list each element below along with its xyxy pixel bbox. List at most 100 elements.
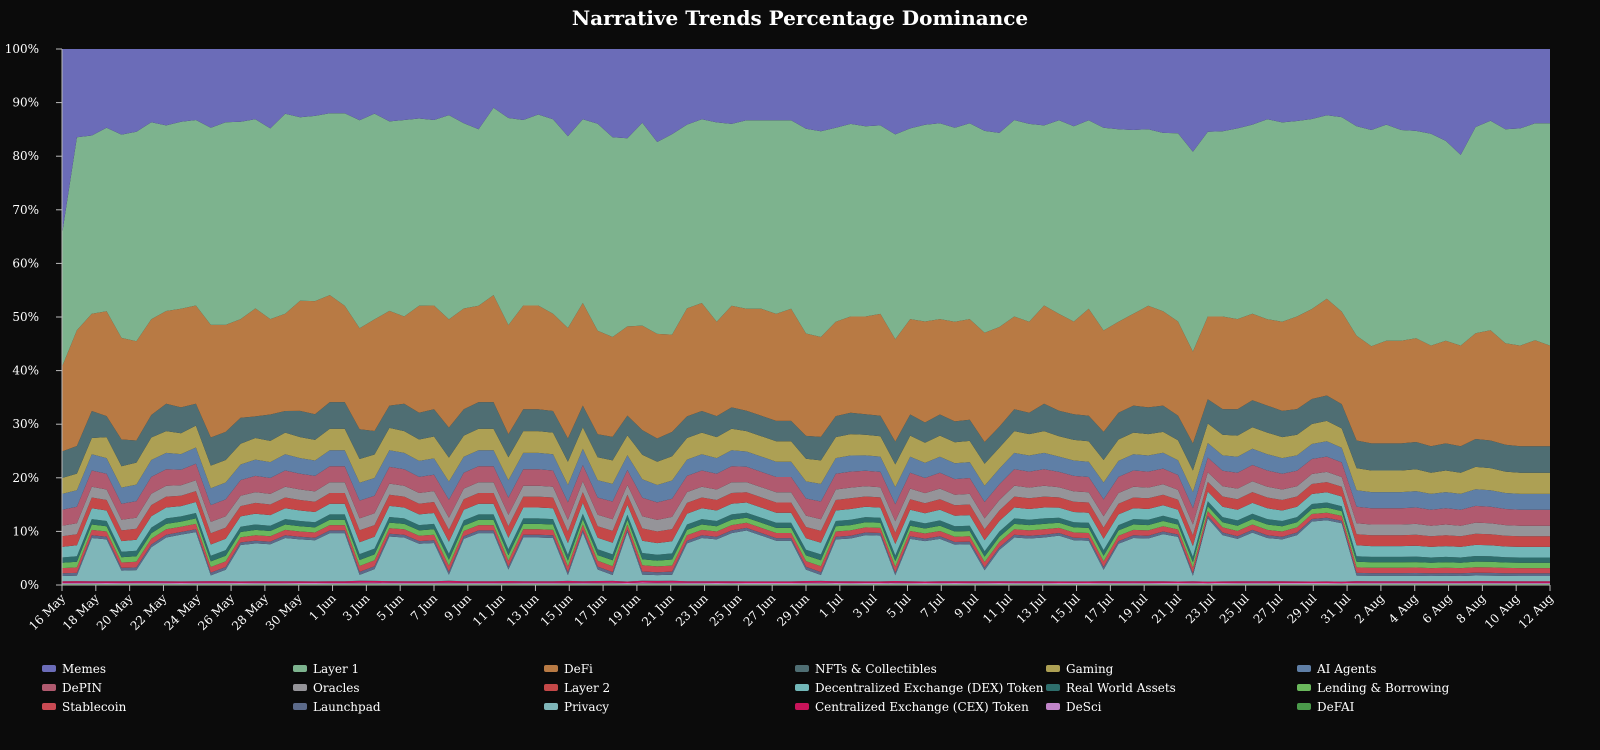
area-privacy xyxy=(62,518,1550,582)
x-tick-label: 15 Jul xyxy=(1048,591,1083,626)
legend-item-label[interactable]: Decentralized Exchange (DEX) Token xyxy=(815,681,1044,695)
x-tick-label: 11 Jun xyxy=(470,591,508,629)
x-tick-label: 18 May xyxy=(60,591,102,633)
x-tick-label: 25 Jul xyxy=(1217,591,1252,626)
legend-swatch xyxy=(795,665,809,672)
legend-item-label[interactable]: Launchpad xyxy=(313,700,381,714)
legend-swatch xyxy=(544,703,558,710)
y-tick-label: 40% xyxy=(12,364,39,378)
legend-item-label[interactable]: DeFAI xyxy=(1317,700,1355,714)
x-tick-label: 2 Aug xyxy=(1352,591,1387,626)
area-ai-agents xyxy=(62,441,1550,510)
legend-item-label[interactable]: NFTs & Collectibles xyxy=(815,662,937,676)
area-nfts-collectibles xyxy=(62,395,1550,478)
legend-swatch xyxy=(544,684,558,691)
legend-item-label[interactable]: AI Agents xyxy=(1316,662,1376,676)
x-tick-label: 31 Jul xyxy=(1318,591,1353,626)
x-tick-label: 13 Jun xyxy=(504,591,542,629)
legend-swatch xyxy=(1046,665,1060,672)
x-tick-label: 3 Jun xyxy=(340,591,373,624)
legend-item-label[interactable]: DeFi xyxy=(564,662,593,676)
x-tick-label: 22 May xyxy=(128,591,170,633)
x-tick-label: 15 Jun xyxy=(538,591,576,629)
legend-item-label[interactable]: Memes xyxy=(62,662,106,676)
area-lending-borrowing xyxy=(62,506,1550,569)
x-tick-label: 12 Aug xyxy=(1516,591,1557,632)
legend-swatch xyxy=(42,703,56,710)
x-tick-label: 30 May xyxy=(263,591,305,633)
x-tick-label: 19 Jun xyxy=(605,591,643,629)
x-tick-label: 26 May xyxy=(195,591,237,633)
y-tick-label: 30% xyxy=(12,417,39,431)
y-tick-label: 90% xyxy=(12,96,39,110)
legend-item-label[interactable]: DePIN xyxy=(62,681,102,695)
x-tick-label: 28 May xyxy=(229,591,271,633)
area-layers xyxy=(62,49,1550,585)
area-layer-1 xyxy=(62,107,1550,367)
legend-item-label[interactable]: Layer 2 xyxy=(564,681,610,695)
x-tick-label: 29 Jul xyxy=(1284,591,1319,626)
x-tick-label: 21 Jul xyxy=(1149,591,1184,626)
legend-item-label[interactable]: Centralized Exchange (CEX) Token xyxy=(815,700,1029,714)
x-tick-label: 17 Jul xyxy=(1082,591,1117,626)
legend-swatch xyxy=(293,684,307,691)
x-tick-label: 29 Jun xyxy=(774,591,812,629)
legend-item-label[interactable]: Privacy xyxy=(564,700,609,714)
y-tick-label: 80% xyxy=(12,149,39,163)
y-tick-label: 70% xyxy=(12,203,39,217)
y-tick-label: 60% xyxy=(12,256,39,270)
x-tick-label: 11 Jul xyxy=(980,591,1015,626)
y-tick-label: 100% xyxy=(5,42,39,56)
area-depin xyxy=(62,456,1550,526)
x-tick-label: 27 Jul xyxy=(1251,591,1286,626)
x-tick-label: 10 Aug xyxy=(1482,591,1523,632)
x-tick-label: 16 May xyxy=(26,591,68,633)
legend-swatch xyxy=(544,665,558,672)
area-oracles xyxy=(62,471,1550,537)
x-tick-label: 5 Jun xyxy=(374,591,407,624)
legend-item-label[interactable]: Layer 1 xyxy=(313,662,359,676)
x-tick-label: 1 Jun xyxy=(306,591,339,624)
x-tick-label: 20 May xyxy=(94,591,136,633)
y-axis: 0% 10% 20% 30% 40% 50% 60% 70% 80% 90% 100% xyxy=(5,42,63,592)
y-tick-label: 50% xyxy=(12,310,39,324)
area-gaming xyxy=(62,420,1550,494)
x-tick-label: 19 Jul xyxy=(1115,591,1150,626)
x-tick-label: 9 Jul xyxy=(952,591,982,621)
area-centralized-exchange-cex-token xyxy=(62,580,1550,584)
legend-swatch xyxy=(293,665,307,672)
legend-swatch xyxy=(42,684,56,691)
x-tick-label: 4 Aug xyxy=(1386,591,1421,626)
legend: Memes Layer 1 DeFi NFTs & Collectibles Gamin… xyxy=(42,662,1450,714)
area-memes xyxy=(62,49,1550,235)
area-defi xyxy=(62,295,1550,452)
y-tick-label: 0% xyxy=(20,578,39,592)
area-layer-2 xyxy=(62,481,1550,547)
x-tick-label: 5 Jul xyxy=(884,591,914,621)
y-tick-label: 10% xyxy=(12,524,39,538)
legend-swatch xyxy=(1046,703,1060,710)
legend-swatch xyxy=(1297,684,1311,691)
x-tick-label: 23 Jul xyxy=(1183,591,1218,626)
x-tick-label: 3 Jul xyxy=(850,591,880,621)
legend-item-label[interactable]: Gaming xyxy=(1066,662,1114,676)
legend-item-label[interactable]: DeSci xyxy=(1066,700,1102,714)
legend-item-label[interactable]: Lending & Borrowing xyxy=(1317,681,1450,695)
legend-swatch xyxy=(1046,684,1060,691)
x-tick-label: 21 Jun xyxy=(639,591,677,629)
legend-item-label[interactable]: Real World Assets xyxy=(1066,681,1176,695)
area-decentralized-exchange-dex-token xyxy=(62,491,1550,558)
chart-title: Narrative Trends Percentage Dominance xyxy=(572,6,1028,30)
area-stablecoin xyxy=(62,511,1550,574)
x-tick-label: 25 Jun xyxy=(707,591,745,629)
x-tick-label: 6 Aug xyxy=(1420,591,1455,626)
legend-item-label[interactable]: Stablecoin xyxy=(62,700,127,714)
legend-swatch xyxy=(42,665,56,672)
y-tick-label: 20% xyxy=(12,471,39,485)
legend-item-label[interactable]: Oracles xyxy=(313,681,360,695)
x-tick-label: 27 Jun xyxy=(741,591,779,629)
legend-swatch xyxy=(293,703,307,710)
x-tick-label: 23 Jun xyxy=(673,591,711,629)
